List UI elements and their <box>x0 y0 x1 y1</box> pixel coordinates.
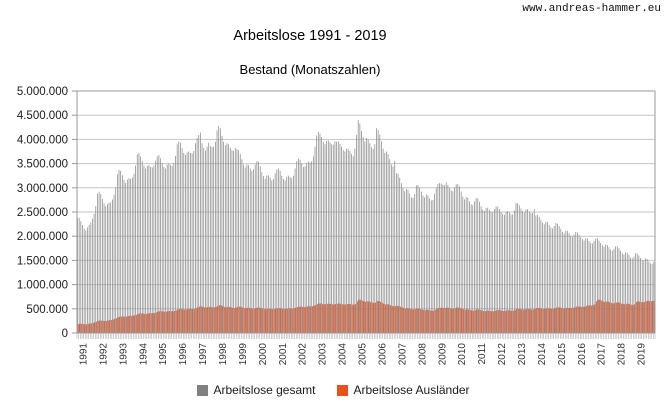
svg-text:2006: 2006 <box>377 343 388 366</box>
legend-item-auslaender: Arbeitslose Ausländer <box>337 383 470 397</box>
svg-text:1993: 1993 <box>118 343 129 366</box>
x-axis-month-ticks <box>76 333 656 339</box>
svg-text:2002: 2002 <box>298 343 309 366</box>
legend-label-auslaender: Arbeitslose Ausländer <box>353 383 470 397</box>
svg-text:0: 0 <box>62 328 68 340</box>
svg-text:1997: 1997 <box>198 343 209 366</box>
svg-text:1992: 1992 <box>98 343 109 366</box>
svg-text:2011: 2011 <box>477 343 488 365</box>
svg-text:4.500.000: 4.500.000 <box>17 110 68 122</box>
x-axis-year-labels: 1991 1992 1993 1994 1995 1996 1997 1998 1999 2000… <box>79 343 648 366</box>
svg-text:1996: 1996 <box>178 343 189 366</box>
svg-text:2017: 2017 <box>597 343 608 366</box>
y-axis-ticks <box>72 90 77 334</box>
svg-text:2008: 2008 <box>417 343 428 366</box>
legend-item-gesamt: Arbeitslose gesamt <box>197 383 315 397</box>
svg-text:2014: 2014 <box>537 343 548 366</box>
svg-text:2016: 2016 <box>577 343 588 366</box>
svg-text:3.000.000: 3.000.000 <box>17 183 68 195</box>
svg-text:2005: 2005 <box>358 343 369 366</box>
svg-text:2010: 2010 <box>457 343 468 366</box>
svg-text:2013: 2013 <box>517 343 528 366</box>
bars-gesamt <box>77 120 655 334</box>
legend-swatch-gesamt-icon <box>197 384 209 396</box>
svg-text:5.000.000: 5.000.000 <box>17 86 68 98</box>
svg-text:1998: 1998 <box>218 343 229 366</box>
svg-text:1.000.000: 1.000.000 <box>17 280 68 292</box>
svg-text:1991: 1991 <box>79 343 90 366</box>
svg-text:2003: 2003 <box>318 343 329 366</box>
svg-text:3.500.000: 3.500.000 <box>17 159 68 171</box>
svg-text:2.500.000: 2.500.000 <box>17 207 68 219</box>
svg-text:1999: 1999 <box>238 343 249 366</box>
svg-text:1994: 1994 <box>138 343 149 366</box>
svg-text:2.000.000: 2.000.000 <box>17 231 68 243</box>
legend-label-gesamt: Arbeitslose gesamt <box>213 383 316 397</box>
svg-text:2007: 2007 <box>397 343 408 366</box>
y-axis-labels: 5.000.000 4.500.000 4.000.000 3.500.000 3.00… <box>17 86 68 340</box>
svg-text:2001: 2001 <box>278 343 289 366</box>
chart-subtitle: Bestand (Monatszahlen) <box>239 62 381 77</box>
chart-legend: Arbeitslose gesamt Arbeitslose Ausländer <box>0 383 667 397</box>
svg-text:2004: 2004 <box>338 343 349 366</box>
chart-title: Arbeitslose 1991 - 2019 <box>233 28 387 44</box>
svg-text:2000: 2000 <box>258 343 269 366</box>
svg-text:500.000: 500.000 <box>26 304 68 316</box>
legend-swatch-auslaender-icon <box>337 384 349 396</box>
svg-text:2012: 2012 <box>497 343 508 366</box>
svg-text:1995: 1995 <box>158 343 169 366</box>
svg-text:2019: 2019 <box>637 343 648 366</box>
svg-text:2018: 2018 <box>617 343 628 366</box>
svg-text:2015: 2015 <box>557 343 568 366</box>
svg-text:4.000.000: 4.000.000 <box>17 134 68 146</box>
svg-text:1.500.000: 1.500.000 <box>17 255 68 267</box>
watermark: www.andreas-hammer.eu <box>522 3 661 15</box>
bars-auslaender <box>77 299 656 333</box>
svg-text:2009: 2009 <box>437 343 448 366</box>
